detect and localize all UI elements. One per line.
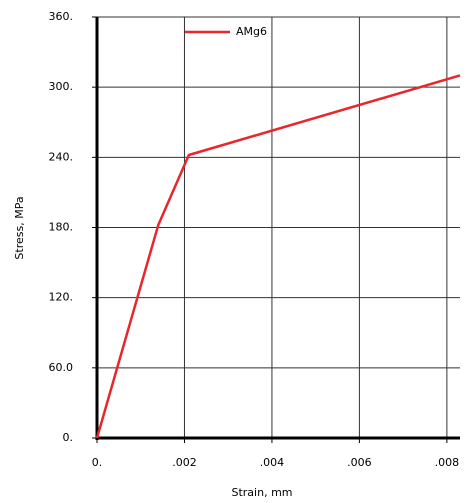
y-axis-label: Stress, MPa [13, 196, 26, 259]
x-axis-label: Strain, mm [231, 486, 292, 499]
y-tick-label: 120. [49, 291, 74, 304]
y-tick-label: 240. [49, 150, 74, 163]
x-tick-label: .002 [172, 456, 197, 469]
y-tick-label: 300. [49, 80, 74, 93]
y-tick-label: 360. [49, 10, 74, 23]
x-tick-label: .008 [435, 456, 460, 469]
y-tick-label: 0. [63, 431, 74, 444]
data-line [95, 74, 461, 439]
y-tick-label: 180. [49, 221, 74, 234]
legend-label: AMg6 [236, 25, 267, 38]
x-tick-label: 0. [92, 456, 103, 469]
x-tick-label: .006 [347, 456, 372, 469]
x-tick-label: .004 [260, 456, 285, 469]
y-tick-label: 60.0 [49, 361, 74, 374]
